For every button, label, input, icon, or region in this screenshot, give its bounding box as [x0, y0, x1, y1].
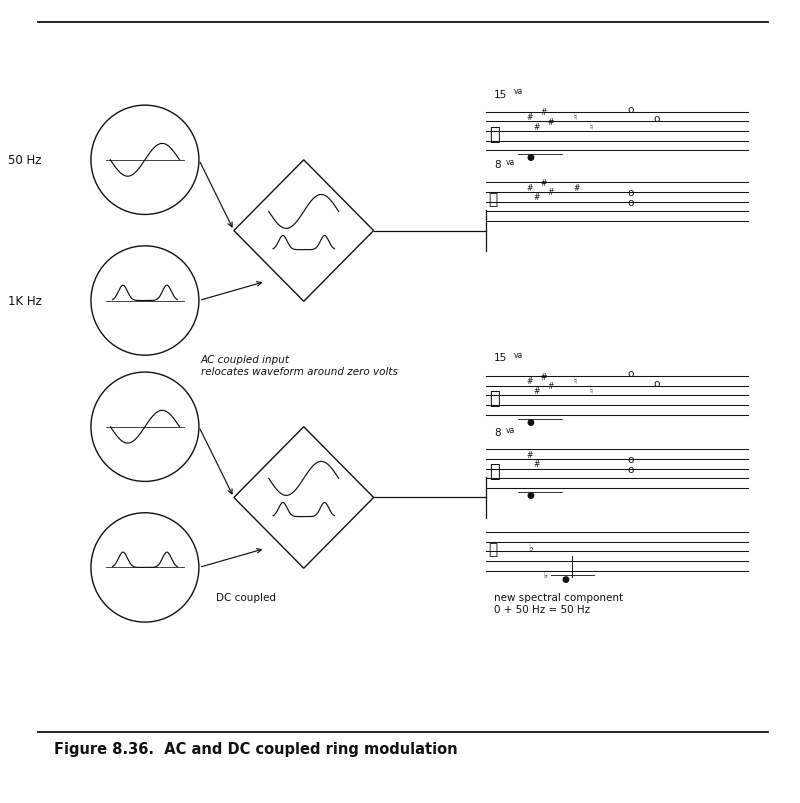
Text: va: va [506, 426, 514, 434]
Text: va: va [506, 158, 514, 167]
Text: ♭: ♭ [528, 542, 532, 552]
Text: o: o [628, 454, 634, 464]
Text: #: # [574, 183, 580, 193]
Text: 15: 15 [494, 90, 507, 100]
Text: ♮: ♮ [574, 112, 577, 122]
Text: ♭: ♭ [543, 571, 547, 581]
Text: #: # [547, 381, 554, 391]
Text: #: # [526, 450, 533, 459]
Text: #: # [526, 183, 533, 193]
Text: o: o [653, 114, 659, 124]
Text: o: o [628, 464, 634, 474]
Text: #: # [534, 122, 539, 132]
Text: ♮: ♮ [590, 122, 593, 132]
Text: 𝄞: 𝄞 [489, 389, 499, 408]
Text: #: # [534, 193, 539, 202]
Text: #: # [534, 386, 539, 396]
Text: 𝄢: 𝄢 [489, 192, 498, 207]
Text: DC coupled: DC coupled [216, 593, 276, 602]
Text: #: # [526, 112, 533, 122]
Text: o: o [628, 188, 634, 198]
Text: ●: ● [526, 491, 534, 499]
Text: 𝄞: 𝄞 [489, 463, 499, 481]
Text: Figure 8.36.  AC and DC coupled ring modulation: Figure 8.36. AC and DC coupled ring modu… [54, 741, 458, 756]
Text: o: o [628, 198, 634, 207]
Text: #: # [547, 188, 554, 198]
Text: va: va [514, 351, 522, 360]
Text: 8: 8 [494, 161, 501, 170]
Text: 15: 15 [494, 353, 507, 363]
Text: o: o [628, 369, 634, 379]
Text: #: # [547, 117, 554, 127]
Text: ●: ● [526, 153, 534, 162]
Text: 𝄞: 𝄞 [489, 125, 499, 144]
Text: #: # [534, 459, 539, 469]
Text: 8: 8 [494, 428, 501, 438]
Text: 1K Hz: 1K Hz [8, 295, 42, 308]
Text: 𝄢: 𝄢 [489, 541, 498, 556]
Text: AC coupled input
relocates waveform around zero volts: AC coupled input relocates waveform arou… [201, 355, 398, 377]
Text: 50 Hz: 50 Hz [8, 154, 42, 167]
Text: o: o [628, 104, 634, 115]
Text: #: # [540, 108, 546, 117]
Text: ●: ● [526, 418, 534, 426]
Text: #: # [540, 178, 546, 188]
Text: o: o [653, 378, 659, 389]
Text: ●: ● [562, 574, 570, 583]
Text: new spectral component
0 + 50 Hz = 50 Hz: new spectral component 0 + 50 Hz = 50 Hz [494, 593, 623, 614]
Text: va: va [514, 88, 522, 96]
Text: #: # [526, 377, 533, 386]
Text: #: # [540, 372, 546, 381]
Text: ♮: ♮ [574, 377, 577, 386]
Text: ♮: ♮ [590, 386, 593, 396]
